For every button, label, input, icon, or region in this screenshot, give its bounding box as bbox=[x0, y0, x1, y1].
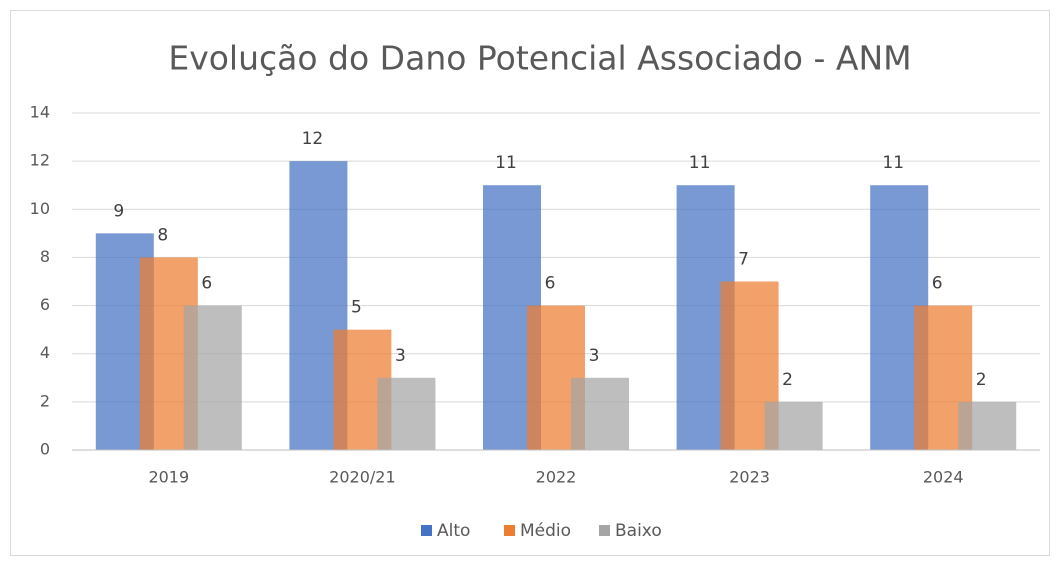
x-tick-label: 2019 bbox=[148, 468, 189, 487]
y-tick-label: 12 bbox=[30, 151, 50, 170]
data-label: 11 bbox=[882, 153, 904, 173]
data-label: 5 bbox=[351, 298, 362, 318]
data-label: 6 bbox=[201, 274, 212, 294]
legend-label: Alto bbox=[437, 521, 470, 541]
y-tick-label: 8 bbox=[40, 247, 50, 266]
y-tick-label: 4 bbox=[40, 343, 50, 362]
bar bbox=[958, 401, 1017, 450]
data-label: 3 bbox=[395, 346, 406, 366]
data-label: 11 bbox=[495, 153, 517, 173]
data-label: 9 bbox=[113, 201, 124, 221]
bar bbox=[764, 401, 823, 450]
data-label: 6 bbox=[545, 274, 556, 294]
data-label: 2 bbox=[782, 370, 793, 390]
chart-title: Evolução do Dano Potencial Associado - A… bbox=[168, 39, 911, 78]
y-tick-label: 0 bbox=[40, 440, 50, 459]
legend-swatch bbox=[504, 525, 515, 536]
y-tick-label: 6 bbox=[40, 295, 50, 314]
legend-swatch bbox=[599, 525, 610, 536]
data-label: 3 bbox=[589, 346, 600, 366]
data-label: 6 bbox=[932, 274, 943, 294]
data-label: 7 bbox=[738, 250, 749, 270]
y-tick-label: 10 bbox=[30, 199, 50, 218]
legend-label: Baixo bbox=[615, 521, 662, 541]
y-tick-label: 2 bbox=[40, 391, 50, 410]
data-label: 2 bbox=[976, 370, 987, 390]
x-tick-label: 2020/21 bbox=[329, 468, 395, 487]
y-tick-label: 14 bbox=[30, 103, 50, 122]
legend-swatch bbox=[421, 525, 432, 536]
x-tick-label: 2023 bbox=[729, 468, 770, 487]
data-label: 12 bbox=[302, 129, 324, 149]
data-label: 8 bbox=[157, 225, 168, 245]
x-tick-label: 2022 bbox=[536, 468, 577, 487]
data-label: 11 bbox=[689, 153, 711, 173]
bar bbox=[183, 305, 242, 450]
bar bbox=[571, 377, 629, 450]
x-tick-label: 2024 bbox=[923, 468, 964, 487]
legend-label: Médio bbox=[520, 521, 571, 541]
bar bbox=[377, 377, 436, 450]
